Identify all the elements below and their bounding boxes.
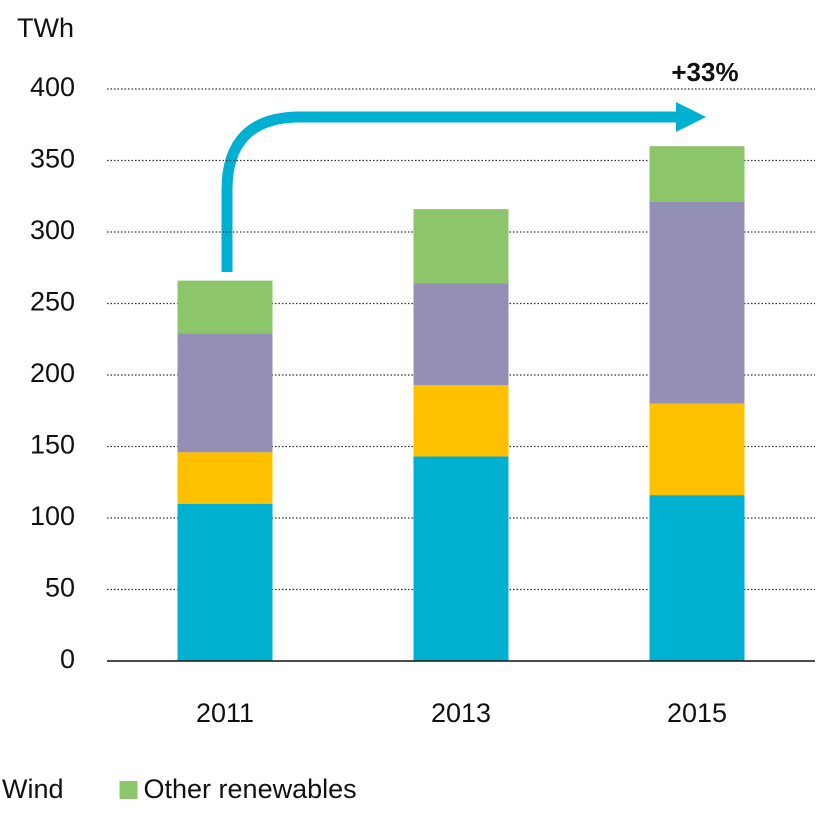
y-tick-label: 350 (30, 144, 75, 174)
y-tick-label: 100 (30, 501, 75, 531)
bar-segment (413, 283, 509, 386)
y-tick-label: 300 (30, 215, 75, 245)
legend-label: Wind (2, 774, 64, 804)
x-tick-label: 2013 (431, 698, 491, 728)
growth-arrow (221, 111, 680, 272)
bar-segment (649, 201, 745, 404)
bar-segment (177, 333, 273, 453)
y-tick-label: 50 (45, 573, 75, 603)
y-tick-label: 250 (30, 287, 75, 317)
bar-segment (413, 209, 509, 284)
x-tick-label: 2011 (196, 698, 254, 728)
y-axis-label: TWh (17, 13, 74, 43)
legend-label: Other renewables (144, 774, 357, 804)
arrow-head (676, 102, 706, 132)
y-tick-label: 200 (30, 358, 75, 388)
annotation: +33% (671, 57, 738, 87)
bar-segment (177, 280, 273, 334)
bar-segment (649, 146, 745, 202)
bar-segment (649, 403, 745, 496)
x-tick-label: 2015 (667, 698, 727, 728)
bar-segment (413, 456, 509, 661)
bar-segment (413, 385, 509, 457)
y-tick-label: 0 (60, 644, 75, 674)
legend-swatch (119, 781, 138, 799)
y-tick-label: 400 (30, 72, 75, 102)
bar-segment (177, 452, 273, 504)
bar-segment (177, 503, 273, 661)
y-tick-label: 150 (30, 430, 75, 460)
bar-segment (649, 495, 745, 661)
